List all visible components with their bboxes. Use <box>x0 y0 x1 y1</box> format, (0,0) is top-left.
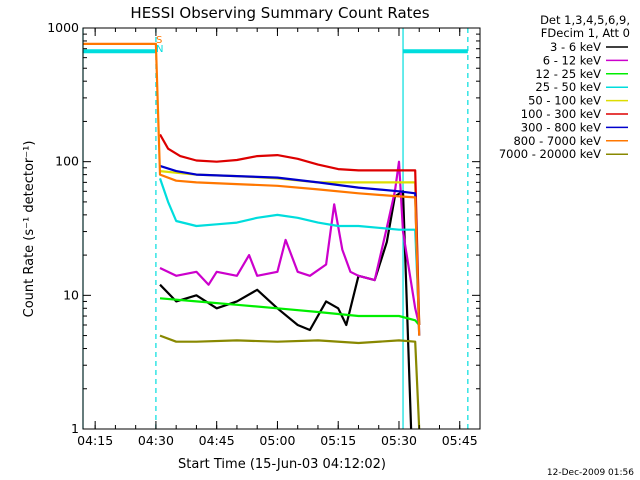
x-tick-label: 05:30 <box>381 433 417 448</box>
series-line-800-7000-kev <box>83 42 421 336</box>
plot-frame <box>82 27 481 430</box>
legend-label: 12 - 25 keV <box>535 67 601 81</box>
y-axis: 1 10 100 1000 <box>47 20 480 436</box>
legend-label: 100 - 300 keV <box>521 107 601 121</box>
x-tick-label: 05:15 <box>320 433 356 448</box>
y-tick-label: 1 <box>71 421 79 436</box>
y-tick-label: 100 <box>55 154 79 169</box>
series-line-100-300-kev <box>159 133 421 326</box>
series-line-3-6-kev <box>159 190 413 430</box>
x-tick-label: 04:45 <box>199 433 235 448</box>
plot-area <box>82 28 469 430</box>
legend-header-line-2: FDecim 1, Att 0 <box>541 26 630 40</box>
x-tick-label: 05:45 <box>442 433 478 448</box>
series-line-300-800-kev <box>159 164 421 336</box>
timestamp: 12-Dec-2009 01:56 <box>547 468 634 478</box>
legend-label: 50 - 100 keV <box>528 94 601 108</box>
legend-label: 300 - 800 keV <box>521 120 601 134</box>
x-axis: 04:15 04:30 04:45 05:00 05:15 05:30 05:45 <box>77 28 481 448</box>
legend-label: 800 - 7000 keV <box>513 134 601 148</box>
x-tick-label: 04:30 <box>138 433 174 448</box>
chart-title: HESSI Observing Summary Count Rates <box>130 4 429 22</box>
legend-header-line-1: Det 1,3,4,5,6,9, <box>540 13 630 27</box>
y-tick-label: 1000 <box>47 20 79 35</box>
marker-s: S <box>156 35 162 46</box>
legend-label: 3 - 6 keV <box>550 40 601 54</box>
series-line-7000-20000-kev <box>159 334 421 430</box>
x-tick-label: 05:00 <box>259 433 295 448</box>
marker-n: N <box>156 44 163 55</box>
legend-label: 7000 - 20000 keV <box>499 147 601 161</box>
y-tick-label: 10 <box>63 287 79 302</box>
series-line-12-25-kev <box>159 297 421 326</box>
series-line-6-12-kev <box>159 160 421 326</box>
x-axis-label: Start Time (15-Jun-03 04:12:02) <box>178 457 386 472</box>
legend-label: 6 - 12 keV <box>543 53 601 67</box>
y-axis-label: Count Rate (s⁻¹ detector⁻¹) <box>22 141 37 318</box>
x-tick-label: 04:15 <box>77 433 113 448</box>
legend-label: 25 - 50 keV <box>535 80 601 94</box>
series-line-25-50-kev <box>158 178 421 326</box>
